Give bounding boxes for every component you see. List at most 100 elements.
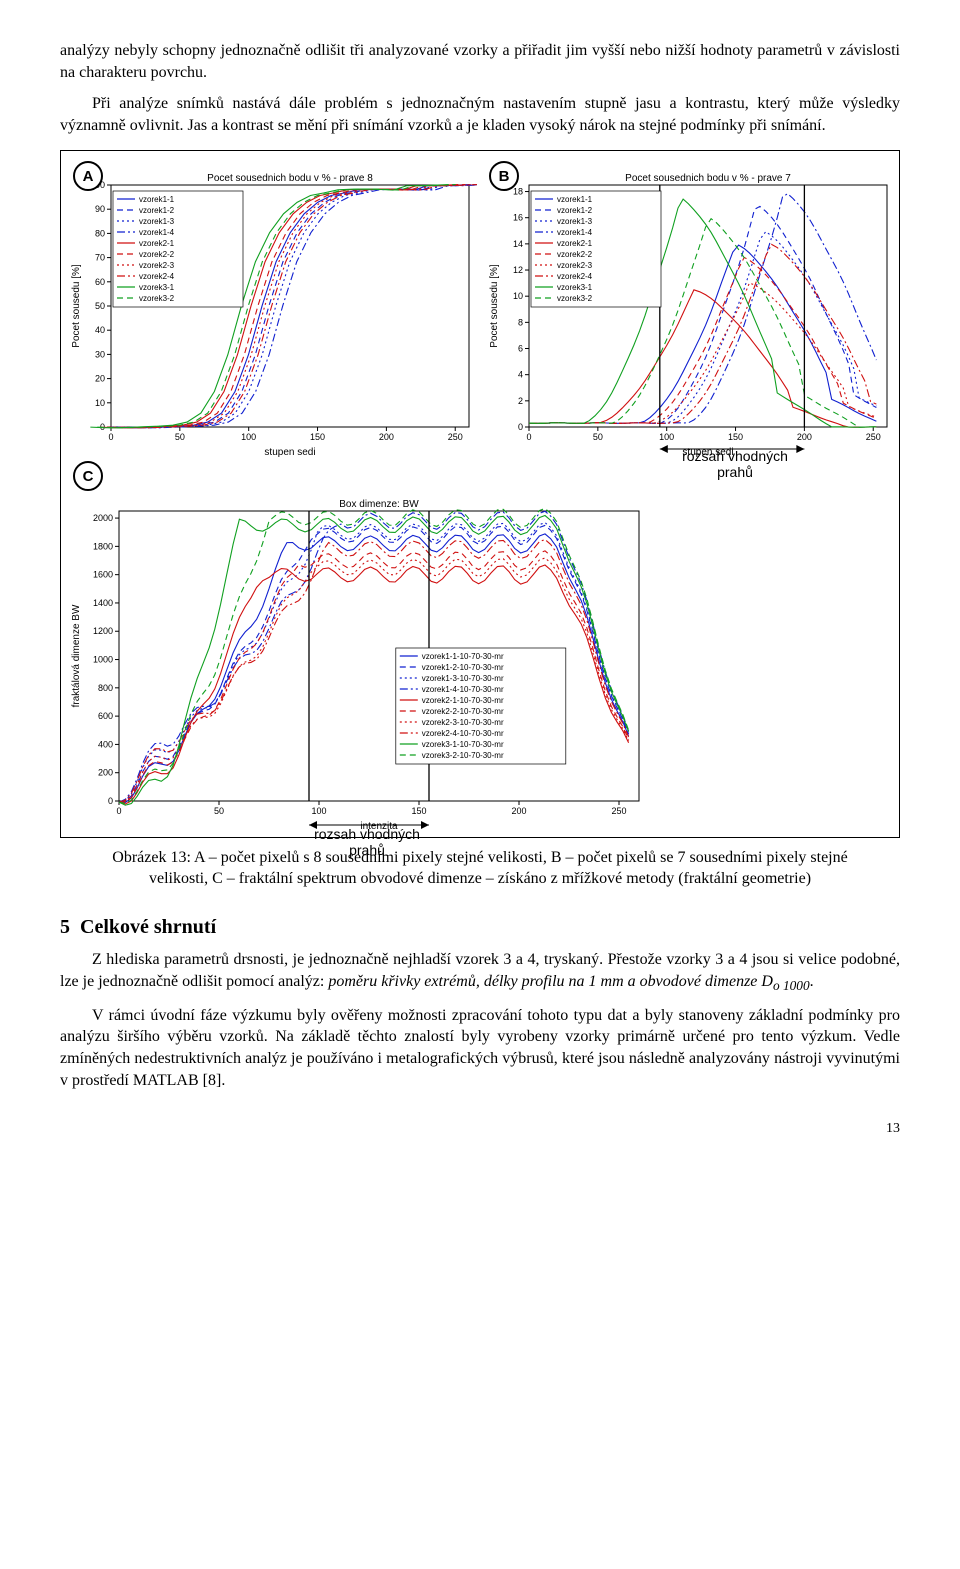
svg-text:vzorek2-2-10-70-30-mr: vzorek2-2-10-70-30-mr <box>422 707 504 716</box>
svg-text:vzorek1-2: vzorek1-2 <box>557 206 593 215</box>
svg-text:0: 0 <box>108 796 113 806</box>
annotation-c: rozsah vhodných prahů <box>297 827 437 858</box>
svg-text:vzorek1-4: vzorek1-4 <box>557 228 593 237</box>
svg-text:200: 200 <box>797 432 812 442</box>
page-number: 13 <box>60 1121 900 1137</box>
svg-text:18: 18 <box>513 187 523 197</box>
para3-italic: poměru křivky extrémů, délky profilu na … <box>328 973 773 990</box>
svg-text:stupen sedi: stupen sedi <box>264 447 315 457</box>
svg-text:50: 50 <box>95 301 105 311</box>
svg-text:vzorek3-1: vzorek3-1 <box>139 283 175 292</box>
svg-text:4: 4 <box>518 370 523 380</box>
svg-text:100: 100 <box>659 432 674 442</box>
para3-sub: o 1000 <box>773 978 810 993</box>
svg-text:200: 200 <box>379 432 394 442</box>
paragraph-3: Z hlediska parametrů drsnosti, je jednoz… <box>60 949 900 995</box>
svg-text:vzorek2-4-10-70-30-mr: vzorek2-4-10-70-30-mr <box>422 729 504 738</box>
svg-text:Pocet sousednich bodu v % - pr: Pocet sousednich bodu v % - prave 7 <box>625 173 791 184</box>
section-title: Celkové shrnutí <box>80 916 216 938</box>
paragraph-1: analýzy nebyly schopny jednoznačně odliš… <box>60 40 900 83</box>
svg-text:10: 10 <box>513 292 523 302</box>
svg-text:vzorek3-1-10-70-30-mr: vzorek3-1-10-70-30-mr <box>422 740 504 749</box>
panel-b: B 050100150200250024681012141618Pocet so… <box>485 157 895 457</box>
svg-text:vzorek1-4-10-70-30-mr: vzorek1-4-10-70-30-mr <box>422 685 504 694</box>
para3-end: . <box>810 973 814 990</box>
svg-text:250: 250 <box>866 432 881 442</box>
svg-text:vzorek1-3: vzorek1-3 <box>139 217 175 226</box>
svg-text:vzorek2-2: vzorek2-2 <box>139 250 175 259</box>
svg-text:Pocet sousednich bodu v % - pr: Pocet sousednich bodu v % - prave 8 <box>207 173 373 184</box>
panel-c: C 05010015020025002004006008001000120014… <box>67 491 647 831</box>
svg-text:200: 200 <box>98 768 113 778</box>
svg-text:vzorek3-1: vzorek3-1 <box>557 283 593 292</box>
svg-text:1400: 1400 <box>93 598 113 608</box>
svg-text:vzorek2-3: vzorek2-3 <box>139 261 175 270</box>
svg-text:vzorek1-3-10-70-30-mr: vzorek1-3-10-70-30-mr <box>422 674 504 683</box>
svg-text:vzorek1-1-10-70-30-mr: vzorek1-1-10-70-30-mr <box>422 652 504 661</box>
svg-text:1600: 1600 <box>93 570 113 580</box>
svg-text:1800: 1800 <box>93 542 113 552</box>
paragraph-2: Při analýze snímků nastává dále problém … <box>60 93 900 136</box>
svg-text:vzorek1-3: vzorek1-3 <box>557 217 593 226</box>
svg-text:20: 20 <box>95 374 105 384</box>
svg-text:50: 50 <box>175 432 185 442</box>
svg-text:250: 250 <box>448 432 463 442</box>
svg-text:vzorek2-3: vzorek2-3 <box>557 261 593 270</box>
svg-text:vzorek2-1-10-70-30-mr: vzorek2-1-10-70-30-mr <box>422 696 504 705</box>
svg-text:vzorek1-2-10-70-30-mr: vzorek1-2-10-70-30-mr <box>422 663 504 672</box>
svg-text:1000: 1000 <box>93 655 113 665</box>
svg-text:150: 150 <box>728 432 743 442</box>
section-heading: 5 Celkové shrnutí <box>60 916 900 939</box>
svg-text:vzorek1-1: vzorek1-1 <box>557 195 593 204</box>
svg-text:100: 100 <box>241 432 256 442</box>
svg-text:vzorek2-1: vzorek2-1 <box>139 239 175 248</box>
section-number: 5 <box>60 916 70 938</box>
svg-text:Pocet sousedu [%]: Pocet sousedu [%] <box>71 264 82 348</box>
svg-text:vzorek1-2: vzorek1-2 <box>139 206 175 215</box>
svg-text:40: 40 <box>95 326 105 336</box>
svg-text:100: 100 <box>311 806 326 816</box>
svg-text:250: 250 <box>611 806 626 816</box>
svg-text:vzorek2-3-10-70-30-mr: vzorek2-3-10-70-30-mr <box>422 718 504 727</box>
svg-text:12: 12 <box>513 265 523 275</box>
svg-text:vzorek2-1: vzorek2-1 <box>557 239 593 248</box>
svg-text:Box dimenze: BW: Box dimenze: BW <box>339 499 419 510</box>
svg-text:400: 400 <box>98 740 113 750</box>
svg-text:vzorek2-2: vzorek2-2 <box>557 250 593 259</box>
svg-text:30: 30 <box>95 350 105 360</box>
svg-text:vzorek3-2-10-70-30-mr: vzorek3-2-10-70-30-mr <box>422 751 504 760</box>
svg-text:8: 8 <box>518 318 523 328</box>
svg-text:150: 150 <box>411 806 426 816</box>
svg-text:150: 150 <box>310 432 325 442</box>
svg-text:800: 800 <box>98 683 113 693</box>
svg-text:0: 0 <box>108 432 113 442</box>
figure-13: A 0501001502002500102030405060708090100P… <box>60 150 900 838</box>
svg-text:90: 90 <box>95 205 105 215</box>
svg-text:60: 60 <box>95 277 105 287</box>
svg-text:vzorek2-4: vzorek2-4 <box>139 272 175 281</box>
svg-text:14: 14 <box>513 239 523 249</box>
annotation-b: rozsah vhodných prahů <box>665 449 805 480</box>
svg-text:16: 16 <box>513 213 523 223</box>
svg-text:6: 6 <box>518 344 523 354</box>
svg-text:vzorek3-2: vzorek3-2 <box>139 294 175 303</box>
svg-text:50: 50 <box>214 806 224 816</box>
svg-text:vzorek1-1: vzorek1-1 <box>139 195 175 204</box>
svg-text:vzorek3-2: vzorek3-2 <box>557 294 593 303</box>
svg-text:vzorek1-4: vzorek1-4 <box>139 228 175 237</box>
panel-a: A 0501001502002500102030405060708090100P… <box>67 157 477 457</box>
svg-text:0: 0 <box>526 432 531 442</box>
svg-text:vzorek2-4: vzorek2-4 <box>557 272 593 281</box>
svg-text:10: 10 <box>95 398 105 408</box>
svg-text:0: 0 <box>116 806 121 816</box>
svg-text:200: 200 <box>511 806 526 816</box>
svg-text:2: 2 <box>518 396 523 406</box>
paragraph-4: V rámci úvodní fáze výzkumu byly ověřeny… <box>60 1005 900 1091</box>
svg-text:Pocet sousedu [%]: Pocet sousedu [%] <box>489 264 500 348</box>
figure-caption: Obrázek 13: A – počet pixelů s 8 sousedn… <box>100 848 860 890</box>
svg-text:70: 70 <box>95 253 105 263</box>
svg-text:fraktálová dimenze BW: fraktálová dimenze BW <box>71 604 82 707</box>
svg-text:50: 50 <box>593 432 603 442</box>
svg-text:600: 600 <box>98 711 113 721</box>
svg-text:1200: 1200 <box>93 627 113 637</box>
